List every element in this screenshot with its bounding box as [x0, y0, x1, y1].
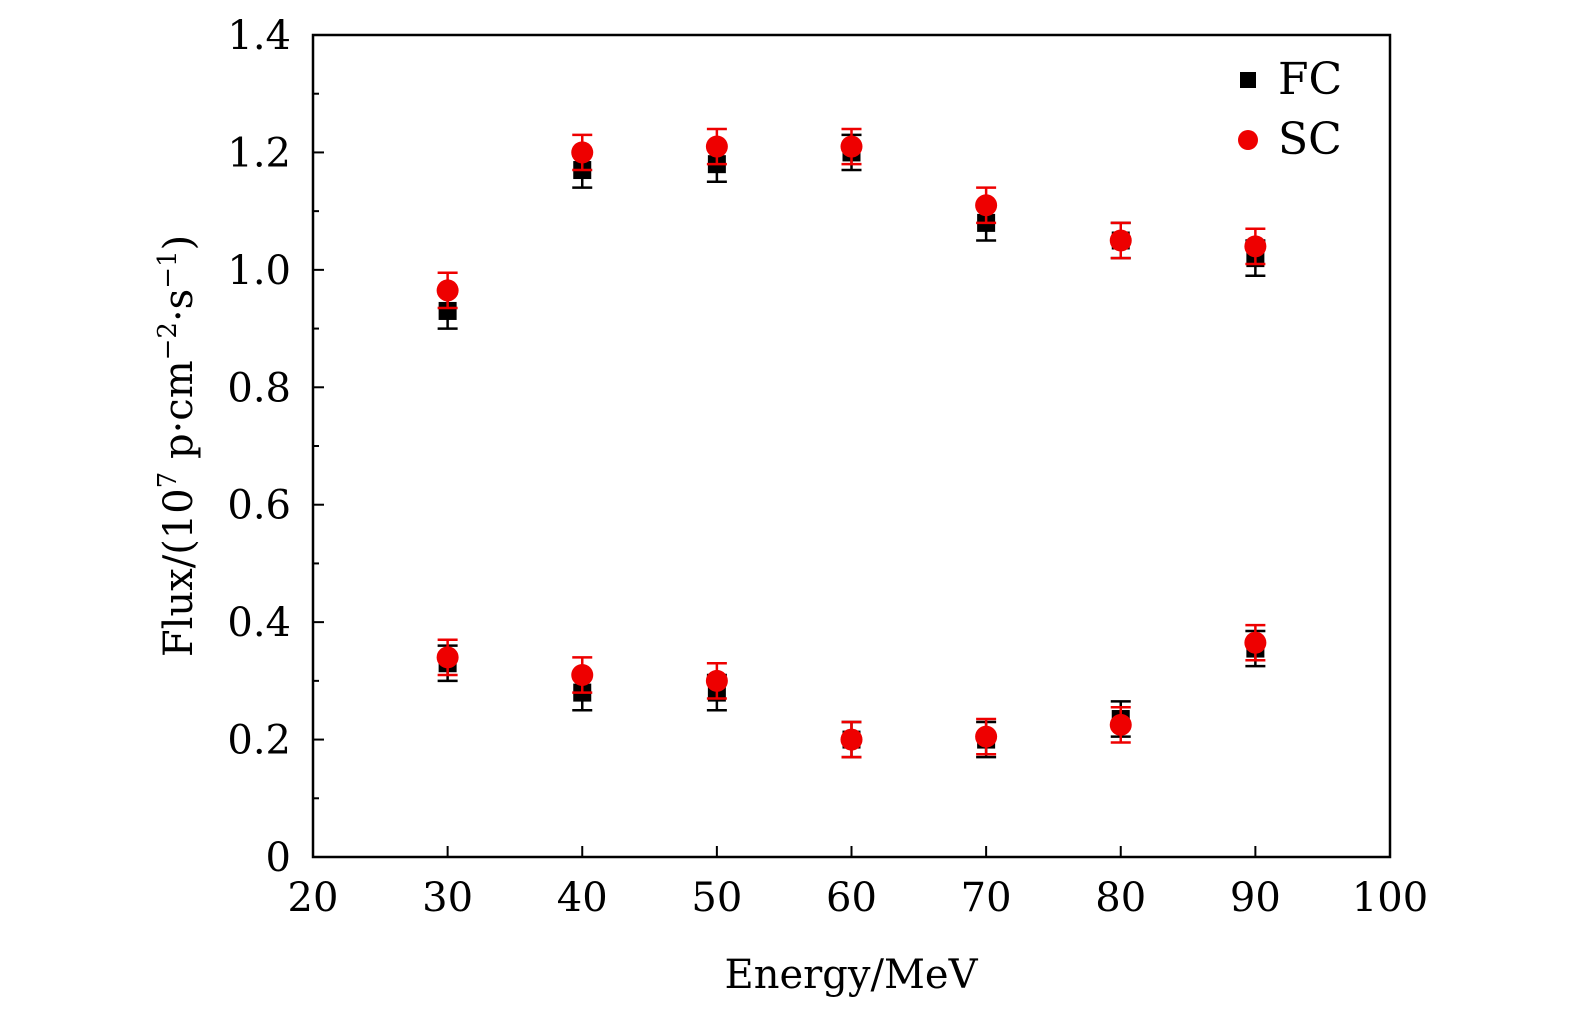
data-point-sc: [1109, 706, 1132, 744]
data-point-sc: [1109, 221, 1132, 260]
y-tick-label: 0.4: [227, 600, 291, 646]
data-point-sc: [1244, 227, 1267, 266]
marker-circle: [840, 728, 863, 751]
marker-circle: [975, 194, 998, 217]
data-point-sc: [705, 127, 728, 166]
legend-label-fc: FC: [1278, 54, 1342, 105]
y-axis-title-mid: p·cm: [156, 360, 202, 471]
x-tick-label: 30: [422, 875, 473, 921]
y-axis-title-exp2: −2: [153, 322, 183, 360]
marker-circle: [705, 669, 728, 692]
marker-circle: [840, 135, 863, 158]
y-axis-title-mid2: ·s: [156, 289, 202, 322]
y-axis-title-suffix: ): [156, 235, 202, 251]
data-point-sc: [436, 638, 459, 677]
x-tick-label: 90: [1230, 875, 1281, 921]
marker-circle: [975, 725, 998, 748]
y-tick-label: 0: [266, 835, 291, 881]
x-tick-label: 40: [557, 875, 608, 921]
marker-circle: [705, 135, 728, 158]
x-tick-label: 20: [288, 875, 339, 921]
data-point-sc: [1244, 623, 1267, 662]
marker-circle: [1244, 235, 1267, 258]
data-point-sc: [840, 720, 863, 759]
x-tick-label: 50: [691, 875, 742, 921]
legend-label-sc: SC: [1278, 114, 1342, 165]
x-axis-title: Energy/MeV: [725, 952, 979, 998]
data-point-sc: [975, 186, 998, 225]
marker-circle: [571, 141, 594, 164]
y-tick-label: 0.6: [227, 483, 291, 529]
marker-circle: [1244, 631, 1267, 654]
y-tick-label: 1.4: [227, 13, 291, 59]
x-tick-label: 100: [1352, 875, 1428, 921]
y-tick-label: 1.0: [227, 248, 291, 294]
x-tick-label: 80: [1095, 875, 1146, 921]
data-point-sc: [975, 717, 998, 756]
axis-ticks: [312, 34, 1391, 858]
legend-marker-fc: [1240, 72, 1256, 88]
y-axis-title-prefix: Flux/(10: [156, 488, 202, 657]
x-tick-label: 60: [826, 875, 877, 921]
legend: FC SC: [1238, 54, 1342, 165]
data-point-sc: [436, 271, 459, 310]
y-tick-label: 0.2: [227, 718, 291, 764]
marker-circle: [1109, 713, 1132, 736]
data-point-sc: [705, 661, 728, 700]
tick-labels: 20 30 40 50 60 70 80 90 100 0 0.2 0.4 0.6 0.8 1.0 1.2 1.…: [227, 13, 1428, 921]
marker-square: [438, 301, 457, 320]
marker-circle: [436, 279, 459, 302]
data-points: [436, 127, 1267, 759]
data-point-sc: [571, 133, 594, 172]
y-tick-label: 1.2: [227, 130, 291, 176]
y-tick-label: 0.8: [227, 365, 291, 411]
plot-frame: [311, 33, 1392, 859]
marker-circle: [1109, 229, 1132, 252]
y-axis-title: Flux/(107 p·cm−2·s−1): [153, 235, 202, 657]
y-axis-title-exp3: −1: [153, 250, 183, 288]
data-point-sc: [840, 127, 863, 166]
marker-circle: [571, 663, 594, 686]
x-tick-label: 70: [961, 875, 1012, 921]
data-point-sc: [571, 656, 594, 694]
marker-circle: [436, 646, 459, 669]
y-axis-title-exp1: 7: [153, 472, 183, 489]
legend-marker-sc: [1238, 130, 1258, 150]
